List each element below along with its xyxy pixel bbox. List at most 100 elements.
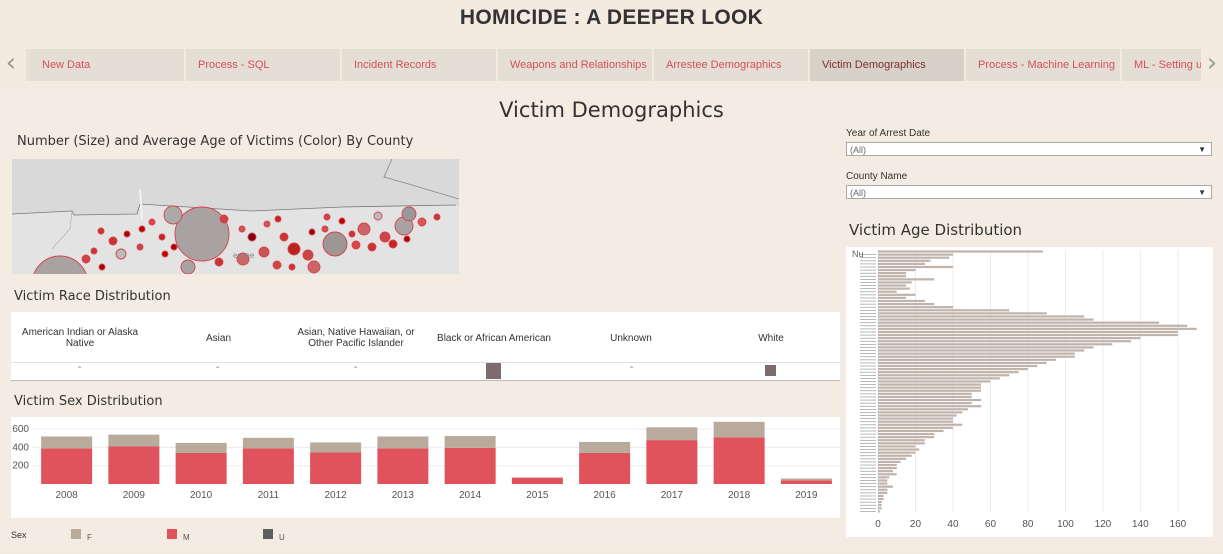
age-bar[interactable] [878, 278, 935, 281]
sex-bar-m[interactable] [579, 452, 631, 484]
county-bubble[interactable] [238, 225, 246, 233]
county-bubble[interactable] [307, 260, 321, 274]
age-bar[interactable] [878, 262, 925, 265]
sex-bar-m[interactable] [780, 480, 832, 484]
tab-process-machine-learning[interactable]: Process - Machine Learning [966, 49, 1122, 81]
chevron-right-icon[interactable]: › [1206, 48, 1218, 78]
age-bar[interactable] [878, 436, 935, 439]
tab-incident-records[interactable]: Incident Records [342, 49, 498, 81]
age-bar[interactable] [878, 318, 1094, 321]
age-bar[interactable] [878, 290, 897, 293]
county-bubble[interactable] [308, 228, 316, 236]
age-bar[interactable] [878, 488, 888, 491]
age-bar[interactable] [878, 380, 991, 383]
age-bar[interactable] [878, 275, 907, 278]
tab-ml-setting-up[interactable]: ML - Setting up [1122, 49, 1201, 81]
age-bar[interactable] [878, 510, 880, 513]
age-bar[interactable] [878, 466, 897, 470]
county-bubble[interactable] [108, 236, 118, 246]
age-bar[interactable] [878, 423, 963, 426]
age-bar[interactable] [878, 457, 907, 460]
county-bubble[interactable] [373, 211, 383, 221]
sex-bar-f[interactable] [377, 436, 429, 449]
county-bubble[interactable] [379, 231, 391, 243]
age-bar[interactable] [878, 296, 907, 300]
county-bubble[interactable] [338, 217, 346, 225]
tab-arrestee-demographics[interactable]: Arrestee Demographics [654, 49, 810, 81]
county-bubble[interactable] [272, 260, 282, 270]
age-bar[interactable] [878, 265, 953, 269]
sex-bar-m[interactable] [713, 437, 765, 484]
legend-swatch-f[interactable] [71, 529, 81, 539]
county-bubble[interactable] [97, 227, 105, 235]
county-bubble[interactable] [258, 246, 270, 258]
age-bar[interactable] [878, 284, 907, 287]
age-bar[interactable] [878, 306, 953, 309]
legend-swatch-m[interactable] [167, 529, 177, 539]
county-bubble[interactable] [158, 233, 166, 241]
sex-bar-f[interactable] [41, 436, 93, 449]
sex-bar-f[interactable] [444, 436, 496, 448]
county-bubble[interactable] [302, 249, 314, 261]
sex-bar-f[interactable] [108, 434, 160, 447]
race-square-black[interactable] [486, 363, 501, 379]
age-bar[interactable] [878, 448, 920, 451]
county-bubble[interactable] [138, 225, 146, 233]
age-bar[interactable] [878, 507, 882, 510]
age-bar[interactable] [878, 253, 953, 256]
age-bar[interactable] [878, 411, 963, 414]
county-bubble[interactable] [148, 218, 156, 226]
sex-bar-f[interactable] [175, 442, 227, 453]
age-bar[interactable] [878, 491, 888, 494]
county-bubble[interactable] [32, 255, 88, 274]
county-bubble[interactable] [287, 242, 301, 256]
age-bar[interactable] [878, 367, 1028, 371]
county-bubble[interactable] [214, 257, 224, 267]
age-bar[interactable] [878, 358, 1057, 361]
age-bar[interactable] [878, 405, 982, 408]
age-bar[interactable] [878, 340, 1132, 343]
county-bubble[interactable] [174, 206, 230, 262]
age-bar[interactable] [878, 501, 882, 504]
age-bar[interactable] [878, 398, 982, 402]
county-bubble[interactable] [90, 247, 98, 255]
age-bar[interactable] [878, 504, 882, 507]
age-bar[interactable] [878, 460, 901, 463]
age-bar[interactable] [878, 417, 953, 420]
chevron-left-icon[interactable]: ‹ [5, 48, 17, 78]
age-bar[interactable] [878, 299, 925, 303]
age-bar[interactable] [878, 361, 1047, 364]
county-bubble[interactable] [357, 222, 371, 236]
age-bar[interactable] [878, 371, 1019, 374]
age-bar[interactable] [878, 439, 925, 442]
tab-process-sql[interactable]: Process - SQL [186, 49, 342, 81]
county-bubble[interactable] [163, 205, 183, 225]
age-bar[interactable] [878, 250, 1043, 253]
age-bar[interactable] [878, 497, 884, 501]
age-bar[interactable] [878, 259, 931, 262]
age-bar[interactable] [878, 482, 888, 485]
county-bubble[interactable] [279, 232, 289, 242]
county-bubble[interactable] [236, 252, 250, 266]
county-bubble[interactable] [115, 248, 127, 260]
age-bar[interactable] [878, 395, 972, 399]
age-bar[interactable] [878, 392, 972, 395]
age-bar[interactable] [878, 343, 1113, 346]
sex-bar-f[interactable] [780, 478, 832, 481]
county-bubble[interactable] [288, 263, 296, 271]
age-bar[interactable] [878, 272, 907, 275]
tab-victim-demographics[interactable]: Victim Demographics [810, 49, 966, 81]
county-bubble[interactable] [367, 242, 377, 252]
county-bubble[interactable] [81, 254, 91, 264]
county-bubble[interactable] [388, 239, 398, 249]
age-bar[interactable] [878, 324, 1188, 327]
age-bar[interactable] [878, 386, 982, 389]
age-bar[interactable] [878, 364, 1038, 368]
age-bar[interactable] [878, 408, 968, 411]
county-bubble[interactable] [219, 214, 229, 224]
sex-bar-m[interactable] [646, 440, 698, 484]
age-bar[interactable] [878, 287, 910, 290]
county-bubble[interactable] [322, 231, 348, 257]
age-bar[interactable] [878, 442, 925, 445]
age-bar[interactable] [878, 402, 972, 405]
